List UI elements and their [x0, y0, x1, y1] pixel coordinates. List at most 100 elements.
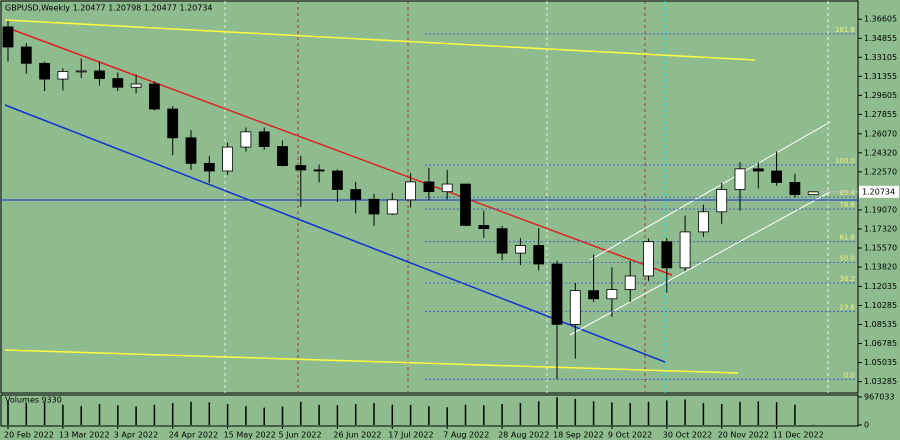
candle-body	[94, 70, 105, 79]
candle-body	[588, 290, 599, 300]
candle-body	[75, 70, 87, 73]
candle-body	[258, 131, 270, 147]
x-tick-label: 30 Oct 2022	[663, 431, 712, 440]
candle-body	[606, 289, 618, 300]
y-tick-label: 1.05035	[864, 358, 897, 367]
channel-line	[589, 121, 831, 261]
x-tick-label: 9 Oct 2022	[608, 431, 652, 440]
x-tick-label: 20 Feb 2022	[4, 431, 54, 440]
last-price-box	[859, 185, 899, 198]
y-tick-label: 1.15570	[864, 244, 897, 253]
candle-body	[752, 168, 764, 172]
x-tick-label: 24 Apr 2022	[169, 431, 218, 440]
y-tick-label: 1.26070	[864, 129, 897, 138]
volume-tick-label: 967033	[864, 393, 895, 402]
candle-body	[2, 26, 14, 48]
candle-body	[185, 137, 197, 164]
candle-body	[807, 191, 819, 196]
candle-body	[277, 146, 288, 166]
fib-label: 85.4	[839, 189, 855, 197]
last-price-label: 1.20734	[862, 187, 895, 196]
y-tick-label: 1.27855	[864, 110, 897, 119]
candle-body	[423, 181, 435, 193]
candle-body	[148, 83, 160, 110]
y-tick-label: 1.22570	[864, 167, 897, 176]
candle-body	[698, 211, 709, 233]
candle-body	[240, 131, 252, 148]
fib-label: 0.0	[844, 371, 855, 379]
volume-panel	[0, 394, 859, 427]
candle-body	[789, 182, 801, 196]
candle-body	[478, 224, 490, 230]
candle-body	[386, 199, 398, 215]
fib-label: 38.2	[839, 275, 855, 283]
candle-body	[112, 78, 124, 88]
x-tick-label: 7 Aug 2022	[443, 431, 489, 440]
y-tick-label: 1.06785	[864, 339, 897, 348]
y-tick-label: 1.33105	[864, 53, 897, 62]
fib-label: 78.6	[839, 201, 855, 209]
candle-body	[624, 275, 636, 290]
y-tick-label: 1.08535	[864, 320, 897, 329]
candle-body	[350, 189, 362, 200]
chart-title: GBPUSD,Weekly 1.20477 1.20798 1.20477 1.…	[5, 4, 213, 13]
y-tick-label: 1.29605	[864, 91, 897, 100]
y-tick-label: 1.34855	[864, 34, 897, 43]
candle-body	[295, 165, 307, 171]
candle-body	[20, 46, 32, 64]
candle-body	[661, 241, 673, 269]
candle-body	[57, 71, 69, 80]
candle-body	[771, 170, 782, 183]
candle-body	[460, 183, 471, 226]
x-tick-label: 5 Jun 2022	[279, 431, 322, 440]
x-tick-label: 15 May 2022	[224, 431, 276, 440]
trend-line	[7, 27, 673, 276]
candle-body	[734, 168, 746, 190]
candle-body	[643, 241, 654, 277]
candle-body	[716, 189, 728, 213]
trend-line	[4, 349, 739, 374]
trend-line	[4, 19, 756, 61]
candle-body	[569, 290, 581, 325]
price-panel	[0, 0, 859, 394]
fib-label: 50.0	[839, 254, 855, 262]
fib-label: 100.0	[835, 157, 855, 165]
x-tick-label: 28 Aug 2022	[498, 431, 549, 440]
candle-body	[551, 263, 563, 325]
candle-body	[222, 146, 234, 172]
candle-body	[39, 62, 50, 80]
candle-body	[331, 170, 343, 190]
fib-label: 161.8	[835, 26, 855, 34]
fib-label: 61.8	[839, 234, 855, 242]
y-tick-label: 1.24320	[864, 148, 897, 157]
y-tick-label: 1.03285	[864, 377, 897, 386]
candle-body	[167, 108, 179, 139]
x-tick-label: 26 Jun 2022	[333, 431, 381, 440]
candle-body	[368, 198, 380, 215]
volume-tick-label: 0	[864, 421, 869, 430]
candle-body	[496, 228, 508, 254]
x-tick-label: 13 Mar 2022	[59, 431, 110, 440]
volume-label: Volumes 9330	[5, 396, 62, 405]
fib-label: 23.6	[839, 303, 855, 311]
x-tick-label: 17 Jul 2022	[388, 431, 433, 440]
y-tick-label: 1.12035	[864, 282, 897, 291]
x-tick-label: 11 Dec 2022	[773, 431, 824, 440]
x-tick-label: 3 Apr 2022	[114, 431, 158, 440]
period-separators	[224, 1, 829, 393]
y-tick-label: 1.31355	[864, 72, 897, 81]
y-tick-label: 1.13820	[864, 263, 897, 272]
y-tick-label: 1.17320	[864, 224, 897, 233]
candle-body	[130, 83, 142, 88]
candle-body	[679, 231, 691, 269]
candle-body	[441, 183, 453, 193]
y-tick-label: 1.36605	[864, 15, 897, 24]
candle-body	[405, 181, 417, 201]
candle-body	[203, 162, 215, 172]
x-tick-label: 20 Nov 2022	[718, 431, 769, 440]
candle-body	[515, 245, 526, 254]
candle-body	[313, 169, 325, 172]
